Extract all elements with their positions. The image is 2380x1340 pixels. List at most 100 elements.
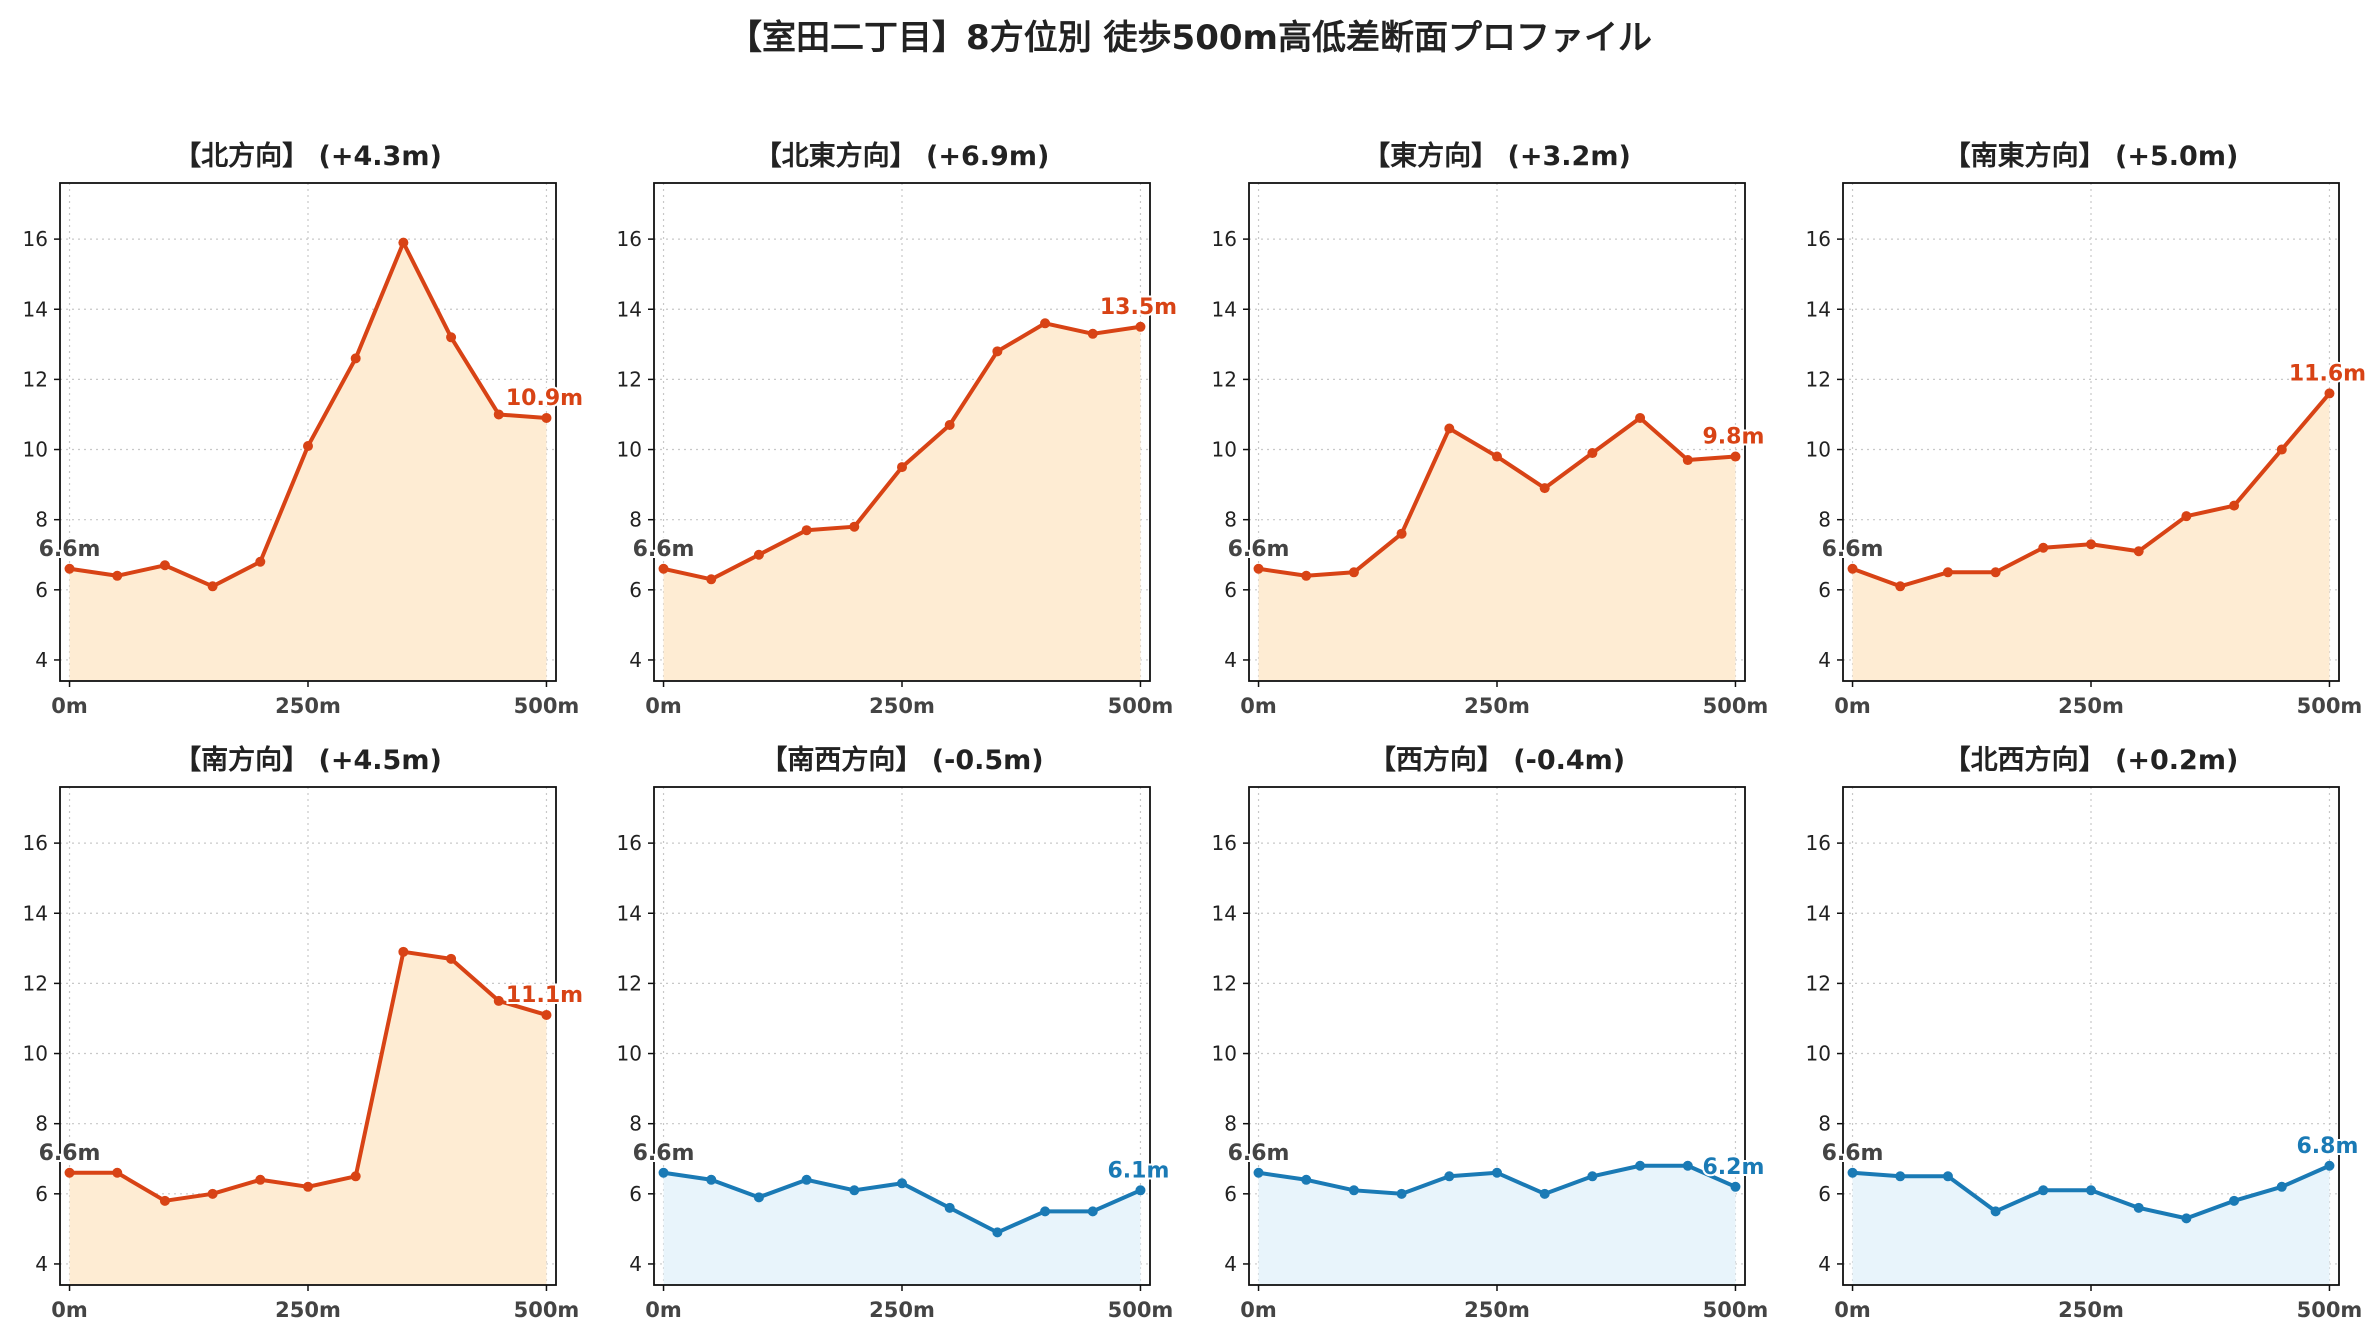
y-tick-label: 16 — [617, 227, 642, 251]
data-point — [1135, 321, 1146, 332]
data-point — [2038, 542, 2049, 553]
data-point — [1990, 1206, 2001, 1217]
subplot-title: 【南方向】 (+4.5m) — [174, 744, 442, 776]
data-point — [1492, 451, 1502, 462]
y-tick-label: 8 — [629, 508, 642, 532]
y-tick-label: 8 — [1224, 1112, 1237, 1136]
x-tick-label: 500m — [2297, 1298, 2363, 1322]
end-elevation-label: 9.8m — [1703, 425, 1765, 450]
y-tick-label: 4 — [1224, 648, 1237, 672]
data-point — [1253, 1167, 1264, 1178]
data-point — [753, 549, 764, 560]
data-point — [1135, 1185, 1146, 1196]
data-point — [2086, 539, 2096, 550]
data-point — [159, 560, 170, 571]
y-tick-label: 10 — [1212, 1042, 1237, 1066]
data-point — [541, 412, 552, 423]
subplot-4: 【南方向】 (+4.5m) 4 6 8 10 12 14 16 0m 250m 500m 6.6m 11… — [23, 744, 586, 1322]
data-point — [1087, 1206, 1098, 1217]
data-point — [658, 563, 669, 574]
data-point — [1348, 567, 1359, 578]
y-tick-label: 8 — [1818, 1112, 1831, 1136]
y-tick-label: 6 — [1224, 1182, 1237, 1206]
data-point — [2324, 1160, 2335, 1171]
data-point — [849, 1185, 860, 1196]
data-point — [897, 1178, 907, 1189]
data-point — [1682, 1160, 1693, 1171]
data-point — [493, 409, 504, 420]
y-tick-label: 6 — [35, 1182, 48, 1206]
start-elevation-label: 6.6m — [1228, 537, 1290, 562]
end-elevation-label: 10.9m — [506, 386, 583, 411]
x-tick-label: 0m — [645, 1298, 682, 1322]
start-elevation-label: 6.6m — [1228, 1141, 1290, 1166]
y-tick-label: 6 — [1224, 578, 1237, 602]
data-point — [1396, 1188, 1407, 1199]
data-point — [1301, 570, 1312, 581]
y-tick-label: 12 — [617, 367, 642, 391]
data-point — [2229, 1195, 2240, 1206]
data-point — [1942, 1171, 1953, 1182]
y-tick-label: 4 — [629, 648, 642, 672]
data-point — [1682, 455, 1693, 466]
data-point — [2181, 1213, 2192, 1224]
start-elevation-label: 6.6m — [39, 1141, 101, 1166]
data-point — [1730, 451, 1741, 462]
area-fill — [1852, 393, 2330, 681]
start-elevation-label: 6.6m — [1822, 537, 1884, 562]
data-point — [1847, 563, 1858, 574]
y-tick-label: 6 — [629, 1182, 642, 1206]
subplot-title: 【北西方向】 (+0.2m) — [1944, 744, 2239, 776]
data-point — [1895, 581, 1906, 592]
data-point — [2276, 1181, 2287, 1192]
y-tick-label: 6 — [1818, 578, 1831, 602]
y-tick-label: 10 — [1212, 438, 1237, 462]
x-tick-label: 0m — [645, 694, 682, 718]
y-tick-label: 12 — [1806, 971, 1831, 995]
y-tick-label: 4 — [1224, 1252, 1237, 1276]
y-tick-label: 10 — [1806, 1042, 1831, 1066]
data-point — [207, 1188, 218, 1199]
area-fill — [1258, 1165, 1736, 1285]
x-tick-label: 250m — [1464, 1298, 1530, 1322]
y-tick-label: 14 — [617, 901, 642, 925]
data-point — [398, 946, 409, 957]
y-tick-label: 16 — [1806, 831, 1831, 855]
y-tick-label: 16 — [23, 831, 48, 855]
subplot-title: 【北方向】 (+4.3m) — [174, 140, 442, 172]
data-point — [255, 1174, 266, 1185]
x-tick-label: 250m — [2058, 1298, 2124, 1322]
data-point — [398, 237, 409, 248]
area-fill — [663, 1172, 1141, 1285]
data-point — [112, 570, 123, 581]
x-tick-label: 250m — [1464, 694, 1530, 718]
y-tick-label: 10 — [617, 1042, 642, 1066]
end-elevation-label: 6.2m — [1703, 1155, 1765, 1180]
data-point — [541, 1009, 552, 1020]
x-tick-label: 250m — [275, 694, 341, 718]
data-point — [658, 1167, 669, 1178]
y-tick-label: 6 — [629, 578, 642, 602]
data-point — [2086, 1185, 2096, 1196]
y-tick-label: 8 — [629, 1112, 642, 1136]
x-tick-label: 250m — [869, 1298, 935, 1322]
data-point — [303, 1181, 313, 1192]
x-tick-label: 250m — [869, 694, 935, 718]
data-point — [801, 1174, 812, 1185]
y-tick-label: 6 — [1818, 1182, 1831, 1206]
y-tick-label: 16 — [1212, 831, 1237, 855]
data-point — [1444, 423, 1455, 434]
data-point — [350, 353, 361, 364]
subplot-title: 【北東方向】 (+6.9m) — [755, 140, 1050, 172]
subplot-title: 【南西方向】 (-0.5m) — [760, 744, 1043, 776]
data-point — [1895, 1171, 1906, 1182]
data-point — [1587, 448, 1598, 459]
subplot-title: 【東方向】 (+3.2m) — [1363, 140, 1631, 172]
data-point — [1990, 567, 2001, 578]
x-tick-label: 500m — [1108, 694, 1174, 718]
y-tick-label: 4 — [629, 1252, 642, 1276]
y-tick-label: 16 — [1806, 227, 1831, 251]
data-point — [159, 1195, 170, 1206]
subplot-6: 【西方向】 (-0.4m) 4 6 8 10 12 14 16 0m 250m 500m 6.6m 6.… — [1212, 744, 1769, 1322]
end-elevation-label: 11.1m — [506, 983, 583, 1008]
